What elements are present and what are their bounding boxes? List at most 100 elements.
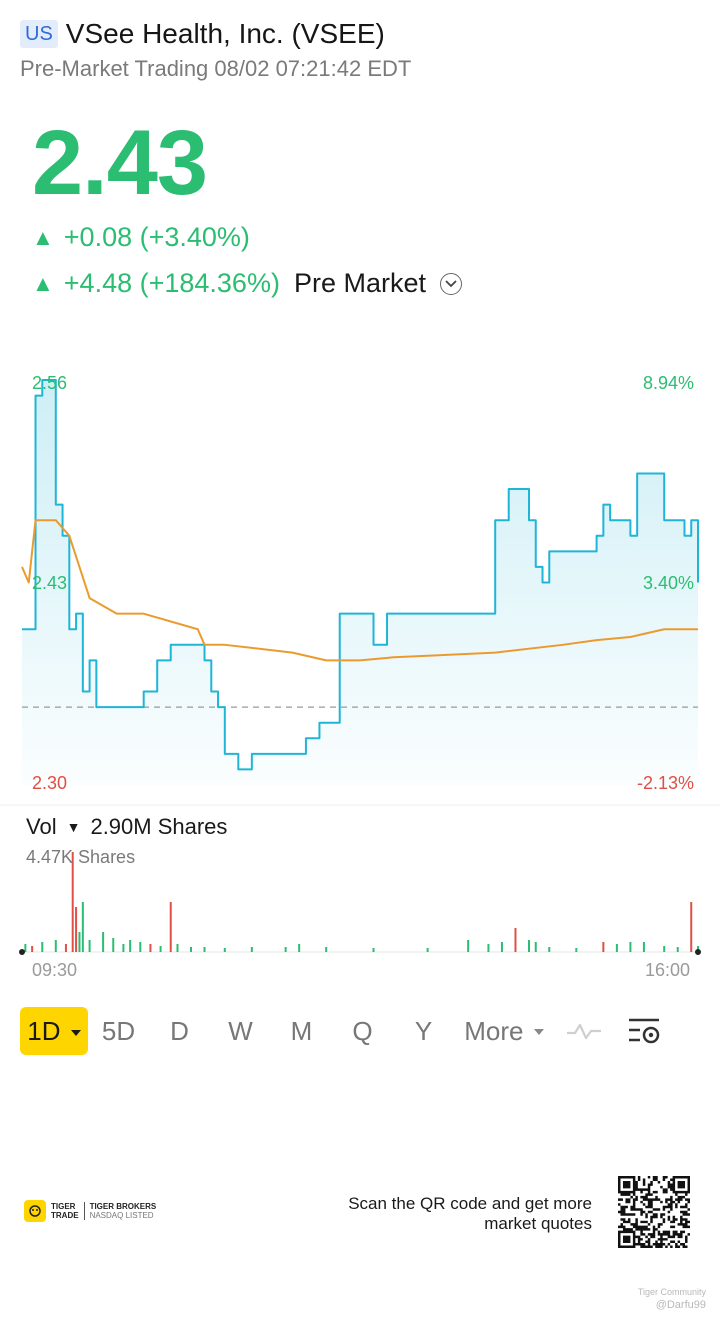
volume-bar bbox=[31, 946, 34, 952]
day-change-row: ▲ +0.08 (+3.40%) bbox=[32, 222, 250, 253]
volume-label: Vol bbox=[26, 814, 57, 839]
volume-bar bbox=[176, 944, 179, 952]
volume-bar bbox=[78, 932, 81, 952]
community-watermark: Tiger Community bbox=[637, 1287, 706, 1297]
caret-down-icon[interactable]: ▼ bbox=[66, 819, 81, 835]
tiger-logo-icon bbox=[24, 1200, 46, 1222]
up-triangle-icon: ▲ bbox=[32, 270, 54, 296]
up-triangle-icon: ▲ bbox=[32, 224, 54, 250]
period-tab-day[interactable]: D bbox=[170, 1015, 189, 1046]
volume-bar bbox=[325, 947, 328, 952]
volume-bar bbox=[75, 907, 78, 952]
volume-bar bbox=[548, 947, 551, 952]
volume-bar bbox=[41, 942, 44, 952]
qr-code bbox=[618, 1176, 690, 1248]
intraday-chart[interactable]: 2.56 2.43 2.30 8.94% 3.40% -2.13% Vol ▼ … bbox=[0, 340, 720, 1000]
volume-bar bbox=[615, 944, 618, 952]
time-start-label: 09:30 bbox=[32, 960, 78, 980]
volume-selector[interactable]: Vol ▼ 2.90M Shares bbox=[26, 814, 227, 840]
time-end-label: 16:00 bbox=[644, 960, 690, 980]
volume-bar bbox=[487, 944, 490, 952]
period-more-label: More bbox=[464, 1015, 524, 1046]
y-left-top-label: 2.56 bbox=[32, 373, 68, 393]
volume-bar bbox=[102, 932, 105, 952]
brand-line1: TIGER bbox=[51, 1202, 76, 1211]
qr-caption-line1: Scan the QR code and get more bbox=[348, 1194, 592, 1213]
caret-down-icon bbox=[533, 1029, 544, 1036]
volume-bar bbox=[514, 928, 517, 952]
avg-price-line bbox=[21, 519, 698, 662]
y-left-mid-label: 2.43 bbox=[32, 573, 68, 593]
volume-bar bbox=[159, 946, 162, 952]
indicator-icon[interactable] bbox=[554, 1007, 614, 1055]
chevron-down-icon[interactable] bbox=[440, 272, 462, 295]
period-selector: 1D 5D D W M Q Y More bbox=[20, 1006, 700, 1056]
volume-bar bbox=[372, 948, 375, 952]
chart-canvas[interactable] bbox=[0, 340, 720, 1000]
period-tab-month[interactable]: M bbox=[290, 1015, 313, 1046]
premarket-change-row[interactable]: ▲ +4.48 (+184.36%) Pre Market bbox=[32, 268, 462, 299]
stock-header: US VSee Health, Inc. (VSEE) Pre-Market T… bbox=[20, 16, 700, 82]
period-tab-week[interactable]: W bbox=[228, 1015, 253, 1046]
volume-bar bbox=[426, 948, 429, 952]
y-right-mid-label: 3.40% bbox=[642, 573, 694, 593]
volume-bar bbox=[203, 947, 206, 952]
volume-bar bbox=[149, 944, 152, 952]
period-tab-1d[interactable]: 1D bbox=[20, 1007, 88, 1055]
day-change-value: +0.08 (+3.40%) bbox=[63, 222, 250, 252]
period-tab-quarter[interactable]: Q bbox=[352, 1015, 373, 1046]
qr-caption-line2: market quotes bbox=[484, 1214, 592, 1233]
volume-bar bbox=[500, 942, 503, 952]
volume-bar bbox=[223, 948, 226, 952]
volume-bar bbox=[122, 944, 125, 952]
y-right-bottom-label: -2.13% bbox=[636, 773, 694, 793]
premarket-change-value: +4.48 (+184.36%) bbox=[63, 268, 280, 298]
volume-bar bbox=[250, 947, 253, 952]
price-area-fill bbox=[22, 380, 698, 785]
volume-end-dot bbox=[695, 949, 701, 955]
volume-bar bbox=[690, 902, 693, 952]
volume-bar bbox=[88, 940, 91, 952]
volume-bar bbox=[528, 940, 530, 952]
volume-bar bbox=[284, 947, 287, 952]
caret-down-icon bbox=[70, 1029, 81, 1036]
period-tab-1d-label: 1D bbox=[27, 1016, 61, 1046]
session-label[interactable]: Pre Market bbox=[293, 268, 426, 298]
volume-bar bbox=[190, 947, 192, 952]
brand-line4: NASDAQ LISTED bbox=[89, 1211, 154, 1220]
volume-bar bbox=[676, 947, 679, 952]
volume-bar bbox=[663, 946, 666, 952]
qr-modules bbox=[618, 1176, 690, 1248]
current-price: 2.43 bbox=[32, 112, 208, 214]
volume-bar bbox=[24, 944, 27, 952]
volume-bar bbox=[64, 944, 67, 952]
period-tab-year[interactable]: Y bbox=[414, 1015, 433, 1046]
volume-bar bbox=[54, 940, 57, 952]
volume-bar bbox=[81, 902, 84, 952]
volume-total: 2.90M Shares bbox=[90, 814, 228, 839]
volume-bar bbox=[629, 942, 632, 952]
period-more-button[interactable]: More bbox=[454, 1016, 554, 1047]
chart-settings-icon[interactable] bbox=[614, 1007, 674, 1055]
y-left-bottom-label: 2.30 bbox=[32, 773, 68, 793]
volume-start-dot bbox=[19, 949, 25, 955]
volume-bar bbox=[575, 948, 578, 952]
market-badge: US bbox=[20, 20, 58, 48]
price-line bbox=[22, 379, 699, 771]
brand-line3: TIGER BROKERS bbox=[89, 1202, 157, 1211]
volume-bar bbox=[467, 940, 470, 952]
volume-bar bbox=[534, 942, 537, 952]
qr-caption: Scan the QR code and get more market quo… bbox=[332, 1194, 592, 1234]
volume-bar bbox=[169, 902, 172, 952]
trading-status: Pre-Market Trading 08/02 07:21:42 EDT bbox=[20, 56, 412, 81]
volume-bar bbox=[71, 852, 74, 952]
volume-bar bbox=[129, 940, 132, 952]
tiger-logo: TIGER TRADE TIGER BROKERS NASDAQ LISTED bbox=[24, 1200, 156, 1222]
footer-banner: TIGER TRADE TIGER BROKERS NASDAQ LISTED … bbox=[0, 1170, 720, 1260]
watermark: Tiger Community @Darfu99 bbox=[638, 1286, 706, 1312]
y-right-top-label: 8.94% bbox=[642, 373, 694, 393]
volume-max-label: 4.47K Shares bbox=[26, 847, 136, 867]
volume-bar bbox=[112, 938, 115, 952]
volume-bar bbox=[298, 944, 301, 952]
period-tab-5d[interactable]: 5D bbox=[101, 1015, 136, 1046]
